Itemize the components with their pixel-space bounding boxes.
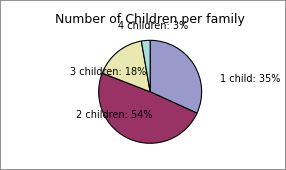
Text: 4 children: 3%: 4 children: 3% (118, 21, 188, 31)
Wedge shape (150, 40, 202, 113)
Text: 2 children: 54%: 2 children: 54% (76, 110, 152, 120)
Text: 1 child: 35%: 1 child: 35% (220, 74, 280, 84)
Text: 3 children: 18%: 3 children: 18% (70, 67, 147, 77)
Title: Number of Children per family: Number of Children per family (55, 13, 245, 26)
Wedge shape (99, 73, 197, 143)
Wedge shape (102, 41, 150, 92)
Wedge shape (141, 40, 150, 92)
